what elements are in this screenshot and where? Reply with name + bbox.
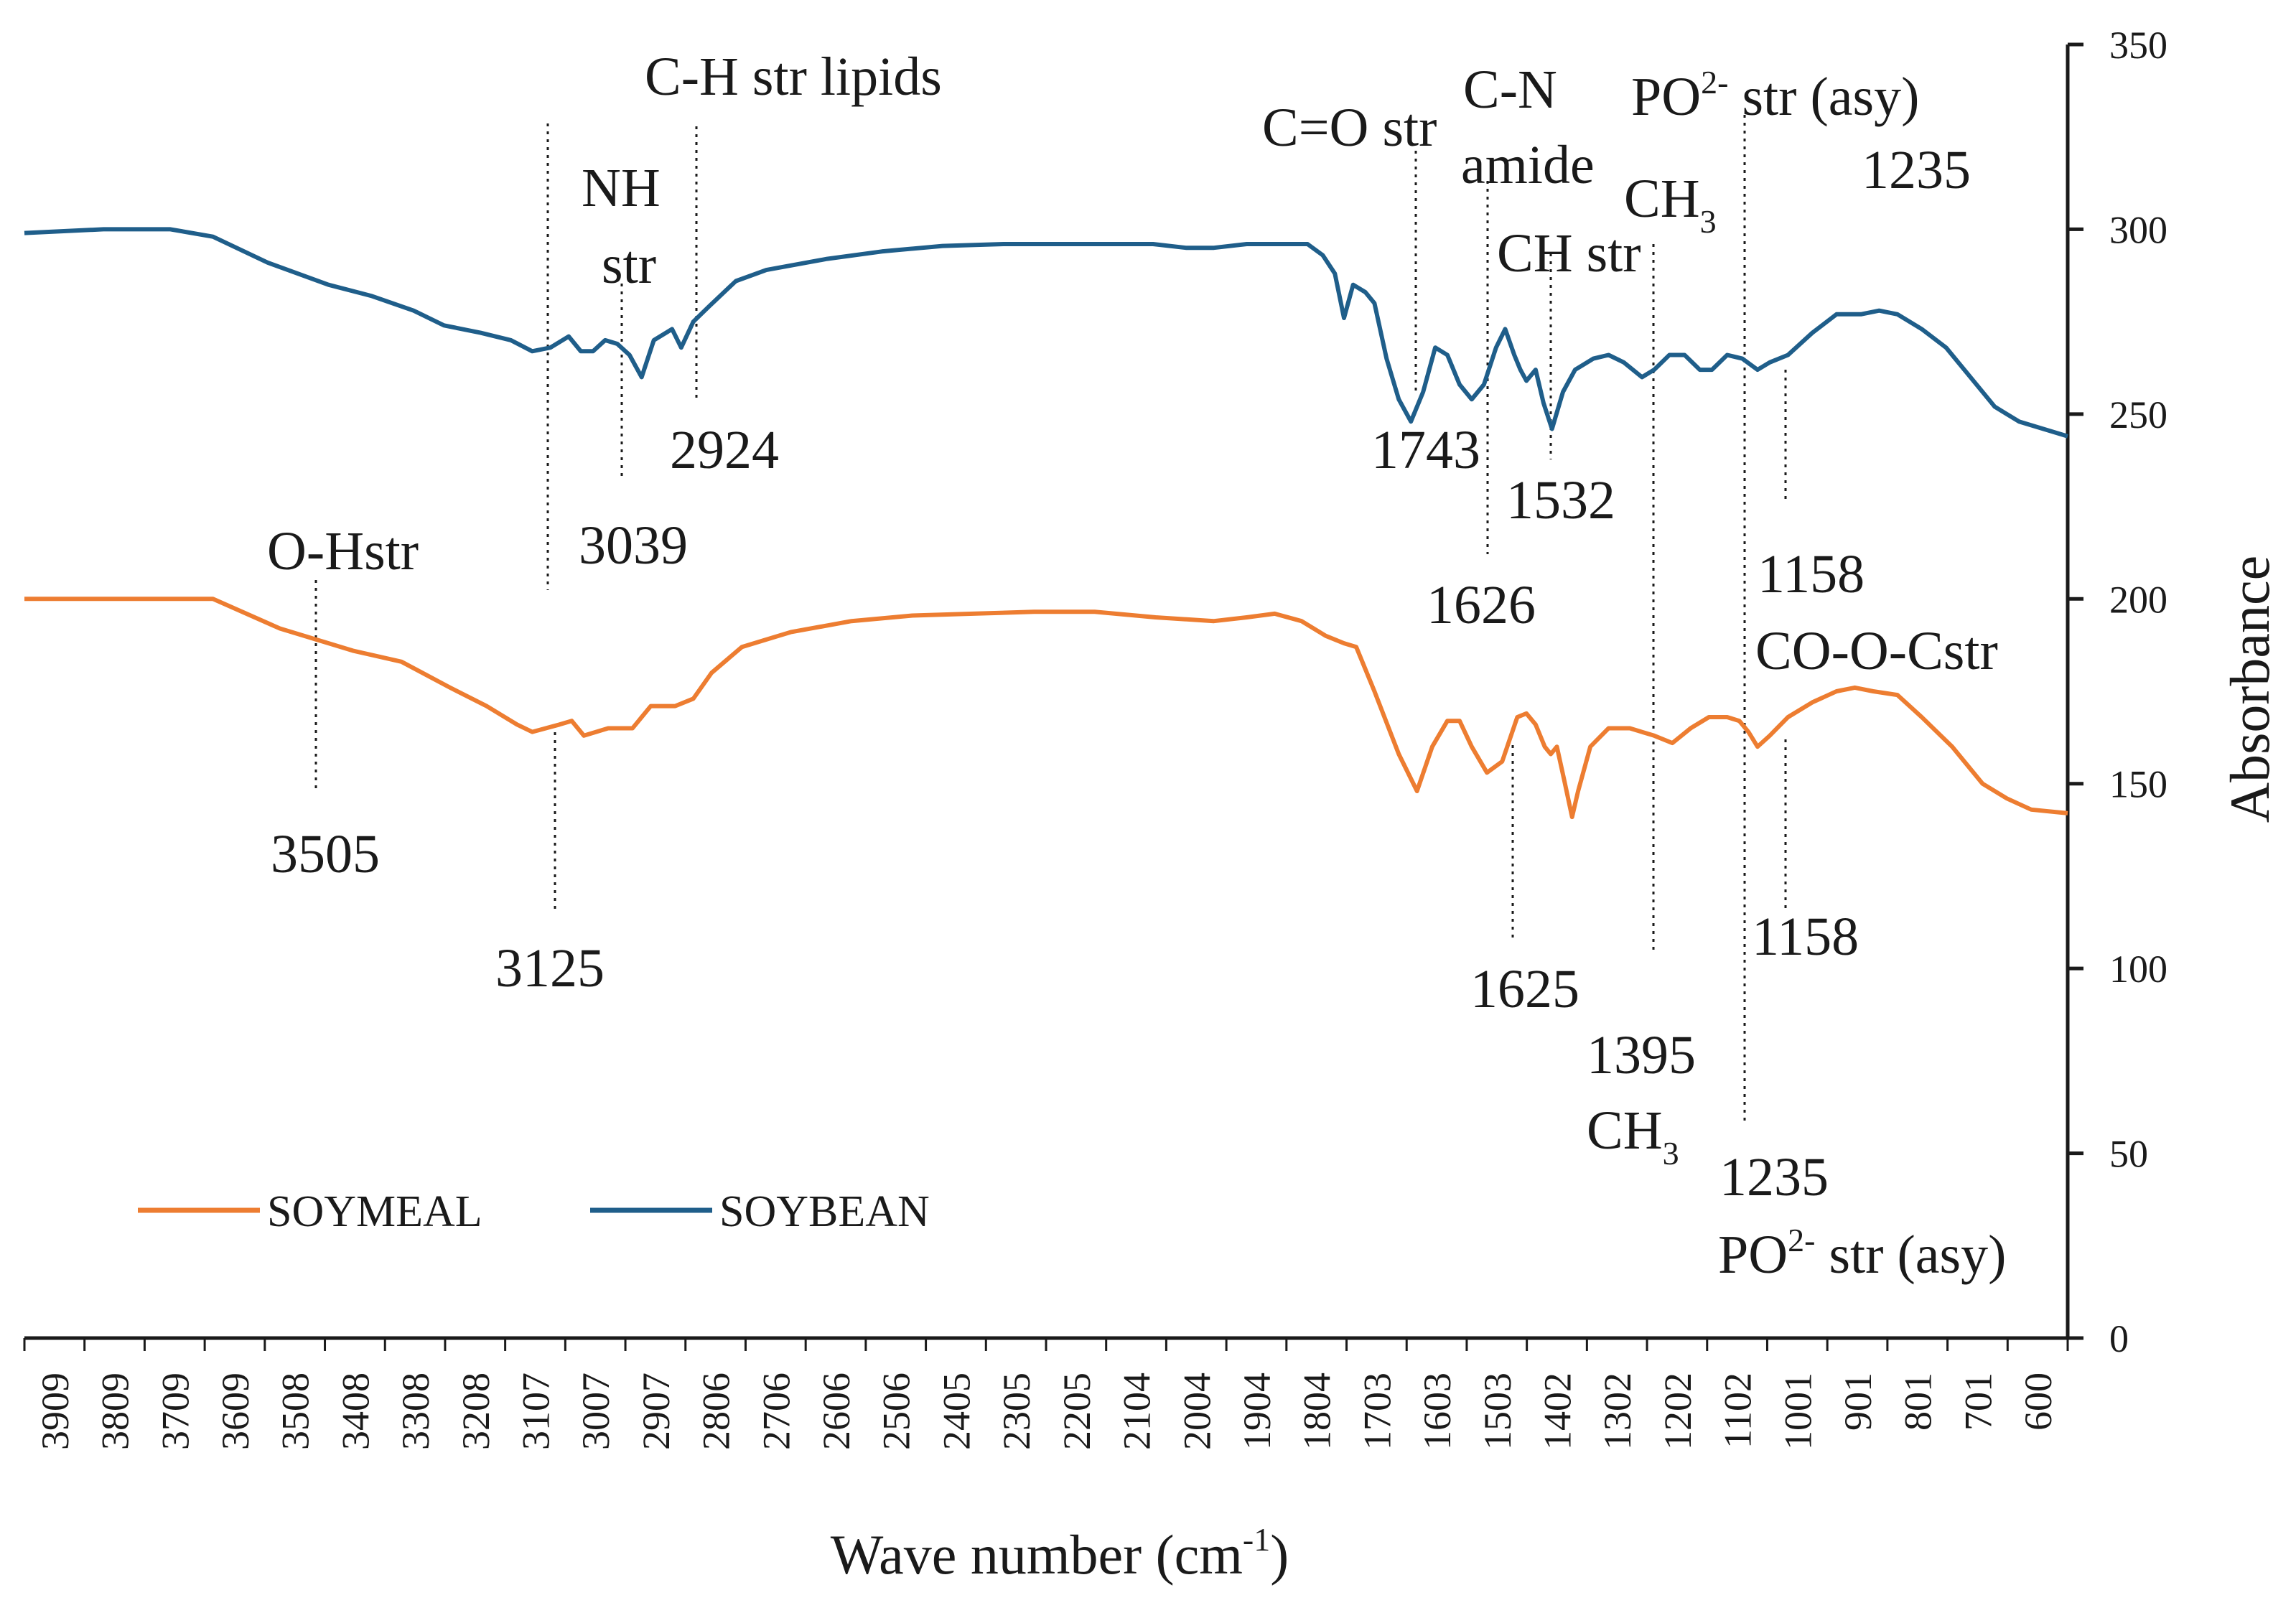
- annotation-3505: 3505: [271, 824, 380, 884]
- annotation-ch3-lower-sub: 3: [1663, 1135, 1679, 1172]
- annotation-po2-str-asy-lower: PO2- str (asy): [1718, 1222, 2006, 1285]
- y-tick-label: 50: [2109, 1133, 2148, 1176]
- x-tick-label: 3809: [94, 1373, 137, 1450]
- x-tick-label: 2806: [695, 1373, 738, 1450]
- x-tick-label: 1202: [1656, 1373, 1699, 1450]
- y-tick-label: 350: [2109, 24, 2167, 67]
- annotation-ch3-upper-sub: 3: [1700, 203, 1717, 240]
- x-tick-label: 2104: [1116, 1373, 1159, 1450]
- x-tick-label: 3308: [394, 1373, 437, 1450]
- legend-label-soymeal: SOYMEAL: [267, 1187, 482, 1236]
- x-tick-label: 600: [2017, 1373, 2060, 1431]
- x-tick-label: 3408: [334, 1373, 377, 1450]
- x-tick-label: 1804: [1296, 1373, 1339, 1450]
- annotation-1235-upper: 1235: [1862, 140, 1971, 200]
- annotation-2924: 2924: [670, 420, 779, 480]
- x-tick-label: 2004: [1175, 1373, 1218, 1450]
- annotation-1395: 1395: [1587, 1025, 1696, 1085]
- y-axis-title: Absorbance: [2218, 556, 2281, 823]
- annotation-o-hstr: O-Hstr: [267, 521, 419, 581]
- x-tick-label: 2305: [995, 1373, 1038, 1450]
- x-tick-label: 2506: [875, 1373, 918, 1450]
- x-tick-label: 801: [1897, 1373, 1940, 1431]
- x-tick-label: 3508: [274, 1373, 317, 1450]
- annotation-3039: 3039: [579, 515, 688, 576]
- annotation-1532: 1532: [1506, 470, 1615, 530]
- guide-lines: [314, 115, 1787, 1123]
- annotation-nh-str: str: [602, 235, 656, 295]
- x-tick-label: 1001: [1776, 1373, 1819, 1450]
- annotation-co-o-cstr: CO-O-Cstr: [1755, 621, 1998, 681]
- y-tick-label: 250: [2109, 393, 2167, 436]
- x-tick-label: 2405: [935, 1373, 978, 1450]
- x-tick-label: 3107: [515, 1373, 558, 1450]
- annotation-c-o-str: C=O str: [1262, 98, 1437, 158]
- y-tick-label: 0: [2109, 1317, 2129, 1360]
- legend: SOYMEAL SOYBEAN: [138, 1187, 930, 1236]
- y-tick-label: 100: [2109, 948, 2167, 991]
- x-axis-title-text: Wave number (cm: [831, 1523, 1243, 1586]
- annotation-amide: amide: [1461, 135, 1595, 195]
- annotation-1235-lower: 1235: [1719, 1147, 1829, 1207]
- x-tick-label: 3909: [34, 1373, 77, 1450]
- annotation-ch3-upper-base: CH: [1624, 169, 1700, 229]
- annotation-po2-str-asy-upper: PO2- str (asy): [1631, 64, 1919, 127]
- x-tick-label: 1102: [1717, 1373, 1760, 1449]
- annotation-ch-str-lipids: C-H str lipids: [645, 47, 942, 107]
- x-axis-title: Wave number (cm-1): [831, 1521, 1289, 1586]
- annotation-ch3-lower-base: CH: [1587, 1100, 1663, 1161]
- x-tick-label: 1904: [1236, 1373, 1279, 1450]
- legend-label-soybean: SOYBEAN: [719, 1187, 930, 1236]
- annotation-po2-lower-base: PO: [1718, 1225, 1788, 1285]
- series-line-soybean: [24, 227, 2068, 439]
- x-tick-label: 2706: [755, 1373, 798, 1450]
- y-axis-ticks: 0 50 100 150 200 250 300 350: [2068, 24, 2167, 1360]
- annotation-c-n: C-N: [1463, 60, 1557, 120]
- x-tick-label: 3609: [214, 1373, 257, 1450]
- x-tick-label: 3007: [574, 1373, 617, 1450]
- annotation-po2-upper-tail: str (asy): [1728, 67, 1919, 127]
- x-tick-label: 1503: [1476, 1373, 1519, 1450]
- y-tick-label: 300: [2109, 208, 2167, 251]
- x-tick-label: 2205: [1055, 1373, 1098, 1450]
- x-tick-label: 3208: [454, 1373, 498, 1450]
- annotation-ch3-lower: CH3: [1587, 1100, 1679, 1172]
- x-tick-label: 2606: [815, 1373, 858, 1450]
- series-line-soymeal: [24, 597, 2068, 820]
- annotation-po2-lower-sup: 2-: [1788, 1222, 1815, 1258]
- annotation-nh: NH: [582, 158, 661, 218]
- x-axis-title-sup: -1: [1243, 1521, 1270, 1558]
- x-tick-label: 901: [1837, 1373, 1880, 1431]
- x-axis-title-tail: ): [1270, 1523, 1289, 1586]
- x-tick-label: 1402: [1536, 1373, 1579, 1450]
- annotation-po2-lower-tail: str (asy): [1815, 1225, 2006, 1285]
- annotation-ch3-upper: CH3: [1624, 169, 1717, 240]
- y-tick-label: 150: [2109, 763, 2167, 806]
- x-axis-ticks: 3909 3809 3709 3609 3508 3408 3308 3208 3107 3007…: [23, 1338, 2069, 1450]
- annotation-1158-lower: 1158: [1752, 907, 1859, 967]
- annotation-ch-str: CH str: [1497, 223, 1641, 284]
- annotation-po2-upper-sup: 2-: [1701, 64, 1728, 100]
- annotation-3125: 3125: [495, 938, 605, 999]
- x-tick-label: 701: [1956, 1373, 1999, 1431]
- x-tick-label: 2907: [635, 1373, 678, 1450]
- annotation-1625: 1625: [1470, 959, 1579, 1019]
- annotation-po2-upper-base: PO: [1631, 67, 1701, 127]
- annotation-1626: 1626: [1427, 575, 1536, 635]
- annotations: C-H str lipids NH str 2924 3039 O-Hstr 3…: [267, 47, 2006, 1285]
- annotation-1743: 1743: [1371, 420, 1480, 480]
- annotation-1158-upper: 1158: [1758, 544, 1865, 604]
- x-tick-label: 3709: [154, 1373, 197, 1450]
- x-tick-label: 1703: [1355, 1373, 1399, 1450]
- x-tick-label: 1302: [1596, 1373, 1639, 1450]
- x-tick-label: 1603: [1416, 1373, 1459, 1450]
- y-tick-label: 200: [2109, 578, 2167, 621]
